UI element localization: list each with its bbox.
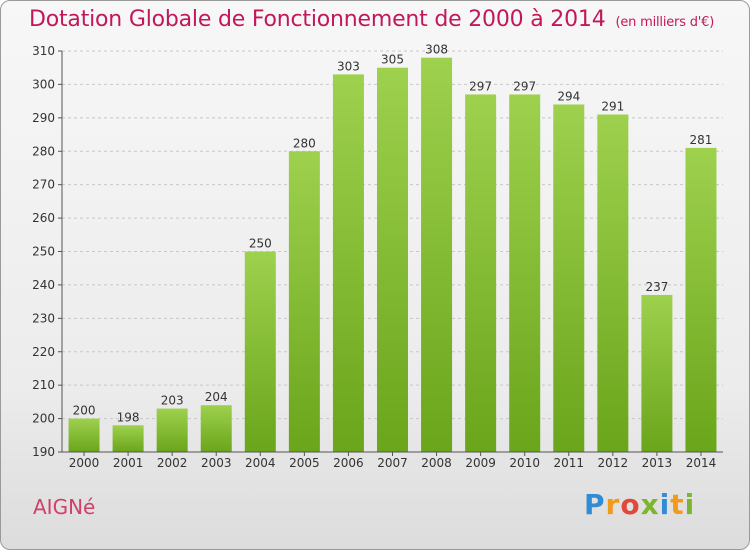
y-axis-ticks: 190 200 210 220 230 240 250 260 270 280 290 300 310 <box>32 44 62 459</box>
y-tick-label: 280 <box>32 144 55 158</box>
y-tick-label: 220 <box>32 345 55 359</box>
bar <box>68 418 100 452</box>
x-tick-label: 2000 <box>69 456 100 470</box>
y-tick-label: 230 <box>32 311 55 325</box>
y-tick-label: 300 <box>32 77 55 91</box>
chart-subtitle: (en milliers d'€) <box>615 15 715 30</box>
commune-name: AIGNé <box>33 495 96 519</box>
bars <box>68 57 717 453</box>
x-tick-label: 2005 <box>289 456 320 470</box>
y-tick-label: 240 <box>32 278 55 292</box>
value-labels: 200 198 203 204 250 280 303 305 308 297 297 294 291 2… <box>73 43 713 425</box>
x-tick-label: 2009 <box>465 456 496 470</box>
bar <box>112 425 144 452</box>
chart-title-text: Dotation Globale de Fonctionnement de 20… <box>29 7 606 32</box>
value-label: 204 <box>205 390 228 404</box>
x-tick-label: 2001 <box>113 456 144 470</box>
y-tick-label: 190 <box>32 445 55 459</box>
bar <box>509 94 541 453</box>
bar <box>288 151 320 452</box>
value-label: 308 <box>425 43 448 57</box>
value-label: 200 <box>73 404 96 418</box>
value-label: 280 <box>293 136 316 150</box>
value-label: 203 <box>161 394 184 408</box>
value-label: 297 <box>469 79 492 93</box>
x-tick-label: 2010 <box>509 456 540 470</box>
y-tick-label: 200 <box>32 412 55 426</box>
value-label: 250 <box>249 237 272 251</box>
value-label: 237 <box>645 280 668 294</box>
value-label: 303 <box>337 59 360 73</box>
y-tick-label: 270 <box>32 178 55 192</box>
value-label: 198 <box>117 410 140 424</box>
bar <box>641 294 673 452</box>
bar <box>200 405 232 452</box>
x-tick-label: 2014 <box>686 456 717 470</box>
bar <box>244 251 276 452</box>
x-tick-label: 2002 <box>157 456 188 470</box>
bar <box>465 94 497 453</box>
value-label: 291 <box>601 99 624 113</box>
value-label: 294 <box>557 89 580 103</box>
bar <box>597 114 629 452</box>
x-tick-label: 2007 <box>377 456 408 470</box>
x-tick-label: 2012 <box>598 456 629 470</box>
y-tick-label: 210 <box>32 378 55 392</box>
x-tick-label: 2008 <box>421 456 452 470</box>
proxiti-logo: Proxiti <box>584 488 696 521</box>
bar <box>156 408 188 452</box>
x-tick-label: 2006 <box>333 456 364 470</box>
chart-title: Dotation Globale de Fonctionnement de 20… <box>29 7 714 32</box>
x-tick-label: 2004 <box>245 456 276 470</box>
y-tick-label: 310 <box>32 44 55 58</box>
bar <box>685 147 717 453</box>
bar <box>421 57 453 452</box>
y-tick-label: 250 <box>32 245 55 259</box>
value-label: 305 <box>381 53 404 67</box>
y-tick-label: 290 <box>32 111 55 125</box>
x-axis-ticks: 2000 2001 2002 2003 2004 2005 2006 2007 2008 2009… <box>69 452 716 470</box>
x-tick-label: 2003 <box>201 456 232 470</box>
bar <box>332 74 364 453</box>
bar <box>553 104 585 452</box>
value-label: 297 <box>513 79 536 93</box>
x-tick-label: 2011 <box>553 456 584 470</box>
y-tick-label: 260 <box>32 211 55 225</box>
x-tick-label: 2013 <box>642 456 673 470</box>
value-label: 281 <box>690 133 713 147</box>
bar <box>377 67 408 452</box>
